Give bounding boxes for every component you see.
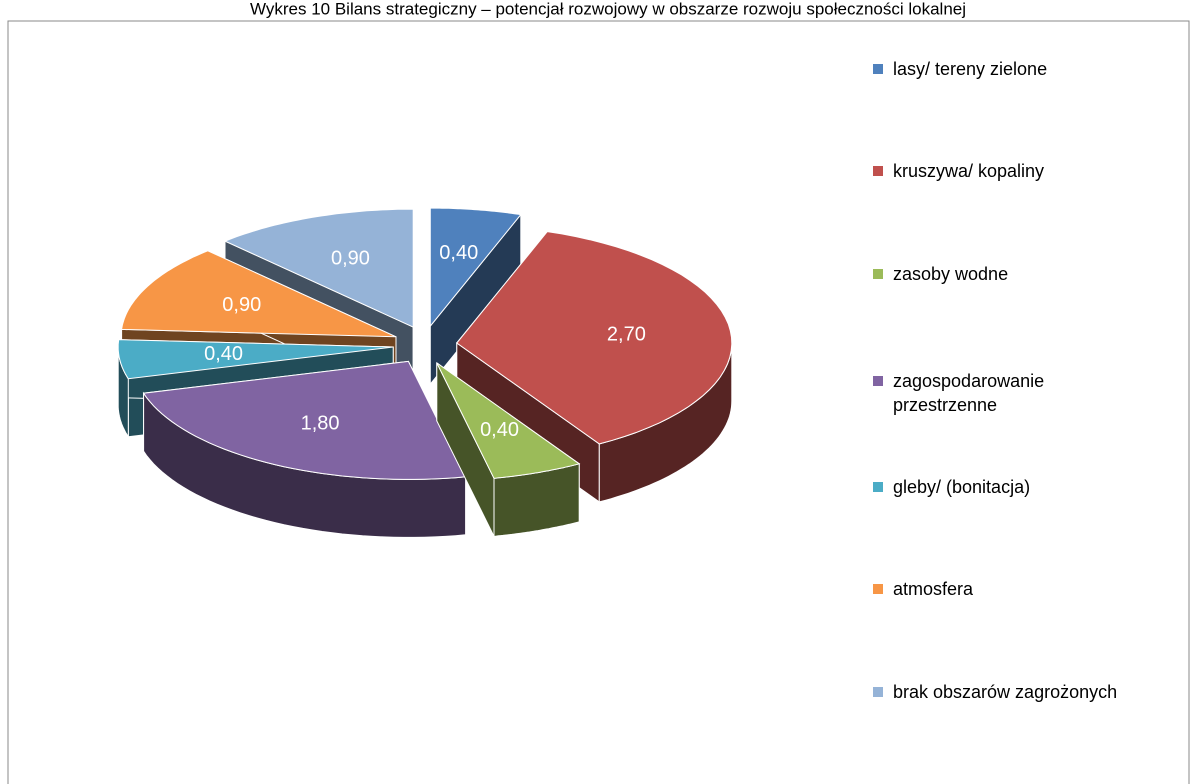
data-label: 0,90 <box>331 247 370 269</box>
slice <box>456 231 733 445</box>
legend-swatch <box>873 482 883 492</box>
legend-label: zagospodarowanie przestrzenne <box>893 371 1045 415</box>
legend-label: zasoby wodne <box>893 264 1009 284</box>
legend-swatch <box>873 687 883 697</box>
legend-label: kruszywa/ kopaliny <box>893 161 1045 181</box>
chart-title: Wykres 10 Bilans strategiczny – potencja… <box>250 0 966 18</box>
slice <box>117 339 394 380</box>
data-label: 0,90 <box>222 294 261 316</box>
data-label: 0,40 <box>480 419 519 441</box>
data-label: 0,40 <box>439 242 478 264</box>
data-label: 2,70 <box>607 324 646 346</box>
legend-label: brak obszarów zagrożonych <box>893 682 1118 702</box>
legend-swatch <box>873 64 883 74</box>
slice <box>121 250 397 338</box>
data-label: 1,80 <box>301 412 340 434</box>
legend-swatch <box>873 584 883 594</box>
legend-label: gleby/ (bonitacja) <box>893 477 1031 497</box>
slice <box>223 208 414 328</box>
legend-label: atmosfera <box>893 579 974 599</box>
data-label: 0,40 <box>204 343 243 365</box>
legend-swatch <box>873 269 883 279</box>
legend-swatch <box>873 376 883 386</box>
legend-swatch <box>873 166 883 176</box>
slice <box>429 207 522 328</box>
slice <box>436 362 581 479</box>
slice <box>142 360 467 480</box>
legend-label: lasy/ tereny zielone <box>893 59 1048 79</box>
